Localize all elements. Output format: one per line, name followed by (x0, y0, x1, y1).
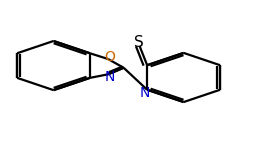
Text: N: N (139, 86, 149, 100)
Text: O: O (104, 50, 115, 64)
Text: N: N (104, 70, 114, 84)
Text: S: S (134, 35, 143, 50)
